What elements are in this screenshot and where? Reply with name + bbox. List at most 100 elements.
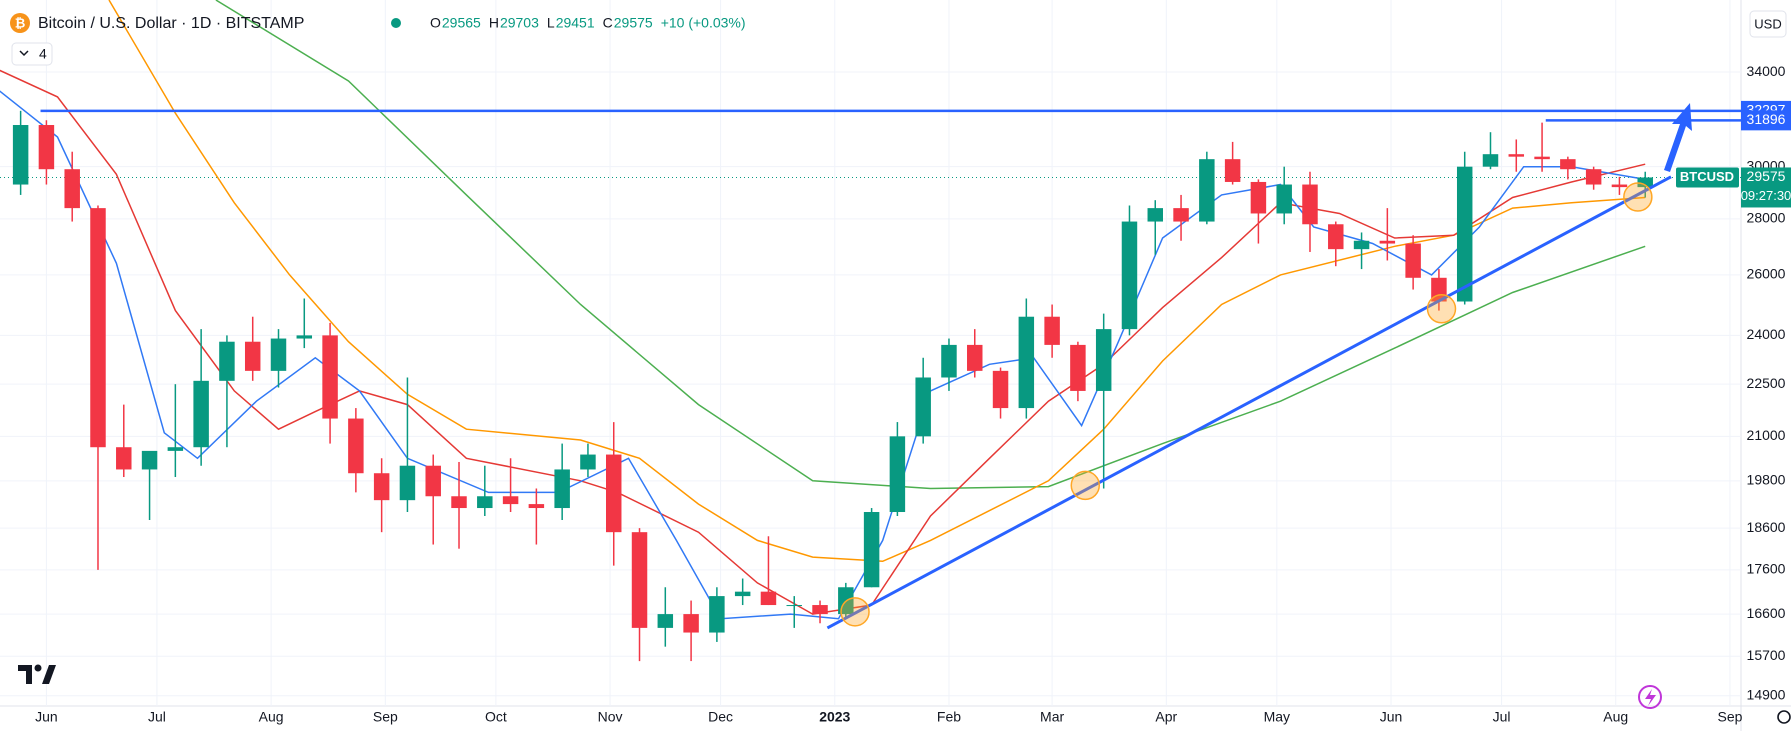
candle-body <box>1353 240 1370 250</box>
bitcoin-icon <box>10 13 30 33</box>
candle-body <box>502 496 519 505</box>
candle-body <box>605 454 622 533</box>
x-tick-label: Sep <box>1717 709 1742 725</box>
y-tick-label: 17600 <box>1747 561 1786 577</box>
market-status-dot <box>391 18 401 28</box>
candle-body <box>1250 181 1267 214</box>
candle-body <box>348 418 364 474</box>
moving-average-line <box>215 0 1646 490</box>
y-tick-label: 28000 <box>1747 210 1786 226</box>
x-tick-label: Aug <box>259 709 284 725</box>
candle-body <box>141 450 158 470</box>
indicators-toggle[interactable] <box>11 42 53 66</box>
currency-label: USD <box>1754 16 1781 31</box>
candle-body <box>1199 159 1215 222</box>
candle-body <box>1224 159 1241 182</box>
highlight-circle <box>840 597 870 627</box>
candle-body <box>1302 184 1318 225</box>
symbol-tag <box>1676 167 1739 188</box>
bitcoin-symbol: ₿ <box>15 15 26 30</box>
candle-body <box>1018 316 1035 409</box>
x-tick-label: May <box>1264 709 1290 725</box>
x-tick-label: Feb <box>937 709 961 725</box>
candle-body <box>889 436 906 513</box>
x-tick-label: Sep <box>373 709 398 725</box>
last-price-label: 29575 <box>1747 168 1786 184</box>
tradingview-logo <box>18 664 56 684</box>
candle-body <box>528 504 545 509</box>
candle-body <box>941 344 957 378</box>
candle-body <box>709 596 725 633</box>
candle-body <box>425 465 441 497</box>
indicator-count: 4 <box>39 46 47 62</box>
moving-average-line <box>108 0 1646 563</box>
candle-body <box>219 341 235 381</box>
x-tick-label: Aug <box>1603 709 1628 725</box>
x-tick-label: Jun <box>1380 709 1403 725</box>
x-tick-label: Jul <box>1493 709 1511 725</box>
logo-part <box>42 665 56 684</box>
candle-body <box>1611 184 1628 188</box>
candle-body <box>399 465 416 501</box>
countdown-label: 09:27:30 <box>1741 188 1791 203</box>
candle-body <box>1379 240 1396 244</box>
highlight-circle <box>1623 182 1653 212</box>
ohlc-value: 29703 <box>500 15 539 31</box>
currency-button[interactable] <box>1749 10 1787 38</box>
ohlc-label: C <box>603 15 613 31</box>
ohlc-value: 29565 <box>442 15 481 31</box>
x-tick-label: Mar <box>1040 709 1064 725</box>
symbol-tag-label: BTCUSD <box>1680 169 1734 184</box>
x-tick-label: Apr <box>1155 709 1177 725</box>
flash-icon[interactable] <box>1638 685 1662 709</box>
header: ₿ Bitcoin / U.S. Dollar · 1D · BITSTAMP … <box>10 10 1787 66</box>
candle-body <box>1482 154 1499 167</box>
level-price-box <box>1741 110 1791 131</box>
candle-body <box>38 125 55 170</box>
candle-body <box>631 532 648 628</box>
axes: 14900 15700 16600 17600 18600 19800 21000 22500… <box>35 63 1791 725</box>
candle-body <box>657 614 674 628</box>
candle-body <box>373 473 390 501</box>
candle-body <box>992 370 1009 409</box>
candle-body <box>1147 208 1163 222</box>
candle-body <box>116 447 132 470</box>
candle-body <box>554 469 570 509</box>
y-tick-label: 15700 <box>1747 647 1786 663</box>
x-tick-label: Nov <box>598 709 623 725</box>
candle-body <box>1405 243 1421 278</box>
candle-body <box>1456 166 1473 302</box>
candle-body <box>477 496 493 509</box>
logo-part <box>18 665 32 684</box>
candle-body <box>1276 184 1292 214</box>
y-tick-label: 21000 <box>1747 427 1786 443</box>
candle-body <box>1637 177 1653 188</box>
y-tick-label: 18600 <box>1747 519 1786 535</box>
candle-body <box>12 125 29 185</box>
candle-body <box>915 377 931 437</box>
candle-body <box>1585 169 1602 185</box>
symbol-title: Bitcoin / U.S. Dollar · 1D · BITSTAMP <box>38 15 304 32</box>
candle-body <box>64 169 80 209</box>
candle-body <box>683 614 699 633</box>
candle-body <box>1534 156 1550 160</box>
ohlc-label: O <box>430 15 441 31</box>
candle-body <box>1508 154 1525 157</box>
ohlc-value: 29451 <box>556 15 595 31</box>
x-tick-label: Jul <box>148 709 166 725</box>
trendline <box>826 175 1672 630</box>
moving-average-line <box>0 90 1646 620</box>
candle-body <box>167 447 184 451</box>
y-tick-label: 14900 <box>1747 686 1786 702</box>
settings-icon[interactable] <box>1777 710 1791 724</box>
y-tick-label: 26000 <box>1747 266 1786 282</box>
candle-body <box>734 591 751 597</box>
arrow-annotation <box>1664 103 1692 172</box>
candle-body <box>1173 208 1189 222</box>
candle-body <box>1095 329 1112 391</box>
candle-body <box>296 335 313 339</box>
x-tick-label: 2023 <box>819 709 850 725</box>
candle-body <box>1328 224 1344 250</box>
candle-body <box>244 341 261 371</box>
